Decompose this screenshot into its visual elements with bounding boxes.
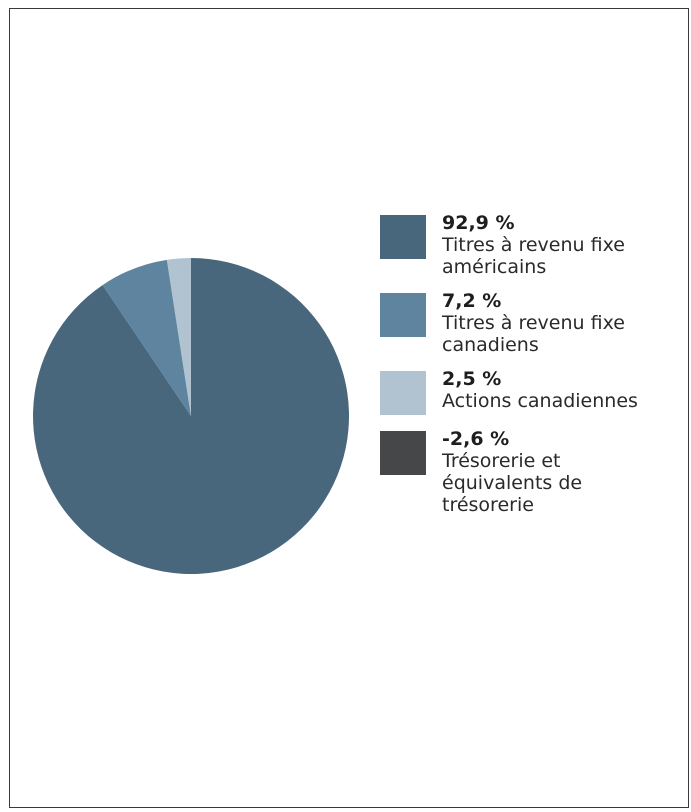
- pie-chart: [33, 258, 350, 574]
- legend-item: 92,9 % Titres à revenu fixe américains: [380, 212, 680, 278]
- legend-label: Trésorerie et équivalents de trésorerie: [442, 450, 583, 516]
- chart-frame: 92,9 % Titres à revenu fixe américains 7…: [9, 8, 689, 808]
- legend-value: -2,6 %: [442, 428, 510, 450]
- legend: 92,9 % Titres à revenu fixe américains 7…: [380, 212, 680, 528]
- legend-item: 2,5 % Actions canadiennes: [380, 368, 680, 416]
- legend-label: Actions canadiennes: [442, 390, 638, 412]
- legend-value: 92,9 %: [442, 212, 515, 234]
- legend-swatch: [380, 293, 426, 337]
- legend-value: 7,2 %: [442, 290, 502, 312]
- pie-slice: [33, 258, 350, 574]
- legend-swatch: [380, 215, 426, 259]
- legend-label: Titres à revenu fixe canadiens: [442, 312, 625, 356]
- legend-swatch: [380, 371, 426, 415]
- legend-value: 2,5 %: [442, 368, 502, 390]
- legend-swatch: [380, 431, 426, 475]
- pie-slice: [166, 258, 191, 416]
- pie-slice: [102, 259, 191, 416]
- legend-item: 7,2 % Titres à revenu fixe canadiens: [380, 290, 680, 356]
- legend-item: -2,6 % Trésorerie et équivalents de trés…: [380, 428, 680, 516]
- legend-label: Titres à revenu fixe américains: [442, 234, 625, 278]
